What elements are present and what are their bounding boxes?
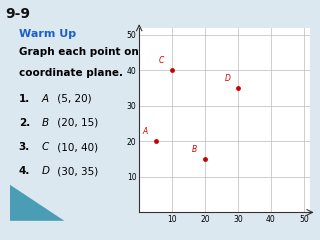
Polygon shape — [10, 185, 64, 221]
Text: 9-9: 9-9 — [5, 7, 30, 21]
Text: 1.: 1. — [19, 94, 30, 104]
Text: D: D — [42, 166, 50, 176]
Text: A: A — [142, 127, 148, 136]
Text: A: A — [42, 94, 49, 104]
Text: C: C — [159, 56, 164, 65]
Text: coordinate plane.: coordinate plane. — [19, 68, 123, 78]
Text: 4.: 4. — [19, 166, 30, 176]
Text: (10, 40): (10, 40) — [54, 142, 98, 152]
Text: C: C — [42, 142, 49, 152]
Text: Warm Up: Warm Up — [19, 29, 76, 39]
Text: (20, 15): (20, 15) — [54, 118, 98, 128]
Text: (5, 20): (5, 20) — [54, 94, 91, 104]
Text: Graph each point on the same: Graph each point on the same — [19, 48, 196, 57]
Text: D: D — [225, 74, 231, 83]
Text: (30, 35): (30, 35) — [54, 166, 98, 176]
Text: B: B — [42, 118, 49, 128]
Text: 2.: 2. — [19, 118, 30, 128]
Text: B: B — [192, 145, 197, 154]
Text: 3.: 3. — [19, 142, 30, 152]
